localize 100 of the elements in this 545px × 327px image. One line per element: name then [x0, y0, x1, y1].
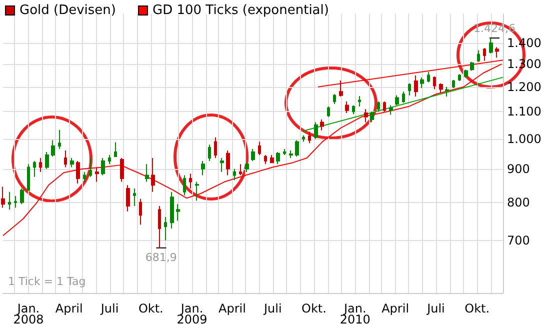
candlestick — [64, 150, 67, 168]
candlestick — [333, 94, 336, 105]
candlestick — [251, 148, 255, 162]
candlestick — [377, 101, 380, 112]
x-tick-label: April — [218, 302, 246, 316]
x-tick-label: Okt. — [464, 302, 490, 316]
candlestick — [445, 86, 449, 98]
candlestick — [389, 104, 393, 116]
x-tick-label: Jan. 2009 — [176, 302, 208, 326]
candlestick — [158, 205, 161, 248]
candlestick — [139, 198, 142, 226]
candlestick — [114, 142, 117, 157]
candlestick — [58, 129, 61, 150]
candlestick — [427, 71, 430, 83]
x-tick-label: Juli — [426, 302, 445, 316]
candlestick — [452, 79, 455, 89]
candlestick — [364, 108, 368, 123]
candlestick — [264, 154, 267, 165]
candlestick — [289, 150, 293, 158]
line-series — [2, 64, 502, 236]
candlestick — [433, 76, 436, 90]
candlestick — [226, 150, 230, 176]
candlestick — [464, 69, 468, 78]
y-tick-label: 1.000 — [507, 132, 542, 146]
candlestick — [1, 186, 5, 208]
candlestick — [76, 160, 80, 184]
candlestick — [214, 136, 217, 158]
legend-label: Gold (Devisen) — [20, 3, 116, 18]
x-tick-label: Juli — [100, 302, 119, 316]
candlestick — [183, 174, 186, 196]
x-tick-label: April — [382, 302, 410, 316]
candlestick — [201, 160, 205, 176]
x-tick-label: Okt. — [138, 302, 164, 316]
candlestick — [39, 157, 42, 173]
candlestick — [126, 184, 130, 212]
candlestick — [258, 141, 261, 156]
candlestick — [170, 191, 174, 229]
candlestick — [108, 154, 111, 165]
candlestick — [70, 157, 74, 168]
candlestick — [320, 119, 324, 131]
candlestick — [145, 164, 149, 182]
candlestick — [27, 164, 30, 191]
candlestick — [370, 111, 374, 123]
y-tick-label: 1.100 — [507, 104, 542, 119]
candlestick — [439, 82, 443, 94]
candlestick — [495, 46, 499, 58]
candlestick — [120, 157, 124, 182]
candlestick — [489, 38, 493, 54]
candlestick — [276, 151, 280, 165]
candlestick — [83, 172, 86, 182]
annotation: 1 Tick = 1 Tag — [8, 275, 86, 288]
candlestick — [383, 101, 386, 112]
candlestick — [245, 162, 249, 173]
legend-label: GD 100 Ticks (exponential) — [152, 3, 329, 18]
candlestick — [133, 188, 136, 206]
candlestick — [270, 154, 274, 164]
candlestick — [358, 96, 361, 108]
candlestick — [283, 148, 286, 156]
candlestick — [477, 50, 480, 62]
candlestick — [402, 91, 405, 104]
candlestick — [101, 157, 105, 176]
candlestick — [414, 75, 418, 98]
candlestick — [345, 101, 349, 114]
y-tick-label: 900 — [507, 162, 530, 176]
candlestick — [314, 122, 318, 140]
candlestick — [14, 196, 17, 208]
candlestick — [208, 144, 211, 162]
x-tick-label: Jan. 2008 — [13, 302, 44, 326]
candlestick — [458, 74, 461, 82]
candlestick — [33, 160, 36, 178]
candlestick — [164, 216, 167, 241]
y-tick-label: 800 — [507, 195, 530, 210]
candlestick — [302, 134, 305, 142]
x-tick-label: Jan. 2010 — [340, 302, 370, 326]
candlestick — [89, 157, 92, 178]
candlestick — [395, 94, 399, 106]
candlestick — [176, 204, 180, 222]
candlestick — [308, 131, 311, 144]
candlestick — [483, 48, 486, 62]
candlestick — [151, 157, 155, 192]
candlestick — [339, 80, 343, 98]
candlestick — [420, 77, 424, 89]
candlestick — [95, 166, 99, 182]
x-tick-label: Juli — [262, 302, 282, 316]
y-tick-label: 1.200 — [507, 80, 542, 94]
candlestick — [295, 140, 299, 157]
candlestick — [189, 173, 192, 189]
candlestick — [327, 106, 330, 118]
candlestick — [51, 140, 55, 157]
candlestick — [408, 82, 411, 96]
annotation: 681,9 — [145, 250, 177, 264]
candlestick — [195, 181, 199, 202]
candlestick — [470, 61, 474, 72]
y-tick-label: 700 — [507, 233, 530, 248]
x-tick-label: Okt. — [302, 302, 326, 316]
candlestick — [8, 191, 11, 210]
candlestick — [45, 151, 49, 170]
candlestick — [239, 164, 242, 176]
candlestick — [352, 104, 355, 115]
candlestick — [20, 188, 24, 205]
